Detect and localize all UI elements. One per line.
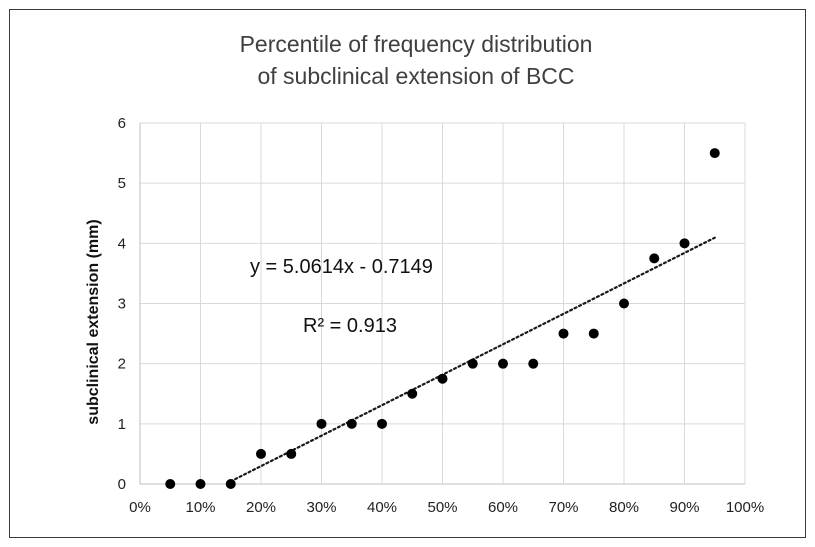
- data-point: [498, 358, 508, 369]
- chart-subtitle: of subclinical extension of BCC: [257, 63, 574, 89]
- data-point: [407, 388, 418, 399]
- data-point: [588, 328, 599, 339]
- grid-layer: [139, 122, 746, 485]
- x-tick-label: 30%: [306, 499, 336, 516]
- x-tick-label: 90%: [669, 499, 699, 516]
- data-point: [649, 253, 660, 264]
- y-tick-label: 1: [118, 416, 126, 433]
- x-tick-label: 80%: [609, 499, 639, 516]
- data-point: [709, 148, 720, 159]
- y-tick-label: 2: [118, 356, 126, 373]
- y-tick-label: 6: [118, 115, 126, 132]
- data-point: [225, 479, 236, 489]
- data-point: [437, 373, 448, 384]
- y-tick-label: 4: [118, 235, 126, 252]
- data-point: [679, 238, 690, 249]
- data-point: [558, 328, 569, 339]
- y-tick-label: 5: [118, 175, 126, 192]
- x-tick-label: 20%: [246, 499, 276, 516]
- x-tick-label: 100%: [726, 499, 764, 516]
- chart-frame: 0 1 2 3 4 5 6 0% 10% 20% 30% 40% 50% 60% 70% 80% 90% 100%…: [9, 9, 806, 538]
- data-point: [165, 479, 176, 489]
- data-point: [346, 418, 357, 429]
- x-tick-label: 10%: [185, 499, 215, 516]
- data-point: [195, 479, 206, 489]
- data-point: [286, 448, 297, 459]
- x-tick-label: 40%: [367, 499, 397, 516]
- x-tick-label: 70%: [548, 499, 578, 516]
- data-point: [316, 418, 327, 429]
- chart-title: Percentile of frequency distribution: [240, 31, 593, 57]
- x-tick-label: 50%: [427, 499, 457, 516]
- trendline-r2: R² = 0.913: [303, 315, 397, 337]
- x-tick-label: 60%: [488, 499, 518, 516]
- y-axis-label: subclinical extension (mm): [85, 219, 102, 424]
- points-layer: [165, 148, 720, 489]
- data-point: [528, 358, 539, 369]
- data-point: [256, 448, 266, 459]
- x-tick-label: 0%: [129, 499, 151, 516]
- trendline-equation: y = 5.0614x - 0.7149: [250, 256, 433, 278]
- data-point: [377, 418, 387, 429]
- y-tick-label: 3: [118, 296, 126, 313]
- data-point: [467, 358, 478, 369]
- y-tick-label: 0: [118, 476, 126, 493]
- data-point: [619, 298, 629, 309]
